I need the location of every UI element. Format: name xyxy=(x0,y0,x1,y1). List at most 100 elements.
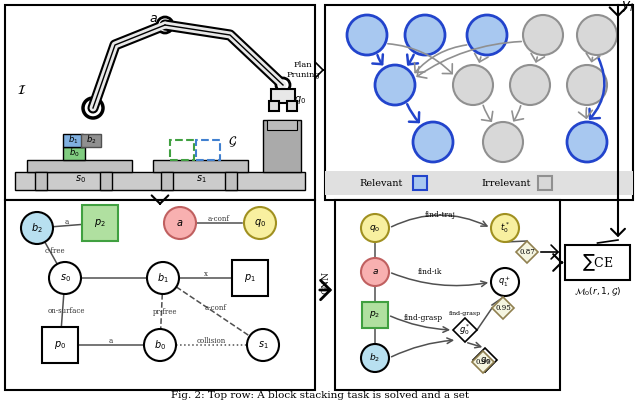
Text: $p_1$: $p_1$ xyxy=(244,272,256,284)
Text: collision: collision xyxy=(197,337,226,345)
Bar xyxy=(42,327,78,363)
Circle shape xyxy=(361,214,389,242)
Circle shape xyxy=(157,17,173,33)
Text: $s_1$: $s_1$ xyxy=(258,339,268,351)
Text: $q_1^+$: $q_1^+$ xyxy=(499,275,511,289)
Text: GNN: GNN xyxy=(321,271,330,293)
Text: find-ik: find-ik xyxy=(418,268,442,276)
Circle shape xyxy=(491,214,519,242)
Bar xyxy=(362,302,388,328)
Bar xyxy=(225,172,237,190)
Circle shape xyxy=(523,15,563,55)
Bar xyxy=(82,205,118,241)
Polygon shape xyxy=(492,297,514,319)
Bar xyxy=(5,200,315,390)
Text: $\mathcal{M}_0(r, 1, \mathcal{G})$: $\mathcal{M}_0(r, 1, \mathcal{G})$ xyxy=(574,286,621,298)
Text: x: x xyxy=(204,270,207,278)
Text: find-grasp: find-grasp xyxy=(449,311,481,317)
Text: $\sum$CE: $\sum$CE xyxy=(582,252,613,273)
Text: $g_0^*$: $g_0^*$ xyxy=(459,323,471,337)
Circle shape xyxy=(21,212,53,244)
Bar xyxy=(170,140,194,160)
Circle shape xyxy=(567,65,607,105)
Bar xyxy=(267,120,297,130)
Text: $b_2$: $b_2$ xyxy=(86,134,96,146)
Bar xyxy=(63,147,85,160)
Bar xyxy=(232,260,268,296)
Bar xyxy=(161,172,173,190)
Bar xyxy=(27,160,132,172)
Text: Fig. 2: Top row: A block stacking task is solved and a set: Fig. 2: Top row: A block stacking task i… xyxy=(171,391,469,400)
Bar xyxy=(196,140,220,160)
Text: $a$: $a$ xyxy=(148,11,157,24)
Text: $s_1$: $s_1$ xyxy=(196,173,206,185)
Text: on-surface: on-surface xyxy=(48,307,85,315)
Text: a: a xyxy=(109,337,113,345)
Text: $s_0$: $s_0$ xyxy=(74,173,86,185)
Text: 0.99: 0.99 xyxy=(475,358,491,366)
Bar xyxy=(335,200,560,390)
Text: $\mathcal{G}$: $\mathcal{G}$ xyxy=(228,135,237,149)
Text: a-conf: a-conf xyxy=(208,215,230,223)
Text: 0.87: 0.87 xyxy=(519,248,535,256)
Bar xyxy=(325,171,633,195)
Text: a: a xyxy=(65,218,69,225)
Text: $s_0$: $s_0$ xyxy=(60,272,70,284)
Text: $q_0$: $q_0$ xyxy=(369,223,381,234)
Text: a-conf: a-conf xyxy=(204,304,226,312)
Bar xyxy=(15,172,305,190)
Circle shape xyxy=(49,262,81,294)
Bar xyxy=(287,101,297,111)
Circle shape xyxy=(361,258,389,286)
Text: $b_0$: $b_0$ xyxy=(68,147,79,159)
Bar xyxy=(271,89,295,103)
Text: $q_0$: $q_0$ xyxy=(254,217,266,229)
Circle shape xyxy=(577,15,617,55)
Circle shape xyxy=(144,329,176,361)
Text: Relevant: Relevant xyxy=(359,179,403,188)
Bar xyxy=(263,120,301,172)
Text: pr-free: pr-free xyxy=(153,308,178,316)
Text: $a$: $a$ xyxy=(177,218,184,228)
Circle shape xyxy=(347,15,387,55)
Circle shape xyxy=(567,122,607,162)
Text: find-traj: find-traj xyxy=(424,211,456,219)
Circle shape xyxy=(405,15,445,55)
Circle shape xyxy=(483,122,523,162)
Text: $b_1$: $b_1$ xyxy=(157,271,169,285)
Text: Irrelevant: Irrelevant xyxy=(481,179,531,188)
Bar xyxy=(325,5,633,200)
Text: find-grasp: find-grasp xyxy=(403,314,443,322)
Circle shape xyxy=(467,15,507,55)
Text: $b_2$: $b_2$ xyxy=(31,221,43,235)
Text: $g_0$: $g_0$ xyxy=(480,354,490,365)
Circle shape xyxy=(491,268,519,296)
Circle shape xyxy=(413,122,453,162)
Circle shape xyxy=(164,207,196,239)
Text: $q_0$: $q_0$ xyxy=(294,94,306,106)
Bar xyxy=(269,101,279,111)
Text: $t_0^*$: $t_0^*$ xyxy=(500,221,510,236)
Text: $p_2$: $p_2$ xyxy=(94,217,106,229)
Text: 0.95: 0.95 xyxy=(495,304,511,312)
Text: Plan
Pruning: Plan Pruning xyxy=(286,61,320,79)
Bar xyxy=(35,172,47,190)
Text: $p_2$: $p_2$ xyxy=(369,309,381,320)
Bar xyxy=(63,134,83,147)
Polygon shape xyxy=(453,318,477,342)
Circle shape xyxy=(361,344,389,372)
Text: $a$: $a$ xyxy=(372,267,378,276)
Text: $\mathcal{I}$: $\mathcal{I}$ xyxy=(17,83,27,96)
Polygon shape xyxy=(472,351,494,373)
Circle shape xyxy=(83,98,103,118)
Circle shape xyxy=(147,262,179,294)
Text: $b_1$: $b_1$ xyxy=(68,134,78,146)
Bar xyxy=(153,160,248,172)
Text: $b_2$: $b_2$ xyxy=(369,352,381,364)
Circle shape xyxy=(276,78,290,92)
Bar xyxy=(538,176,552,190)
Text: $b_0$: $b_0$ xyxy=(154,338,166,352)
Circle shape xyxy=(375,65,415,105)
Circle shape xyxy=(244,207,276,239)
Text: c-free: c-free xyxy=(44,247,65,255)
